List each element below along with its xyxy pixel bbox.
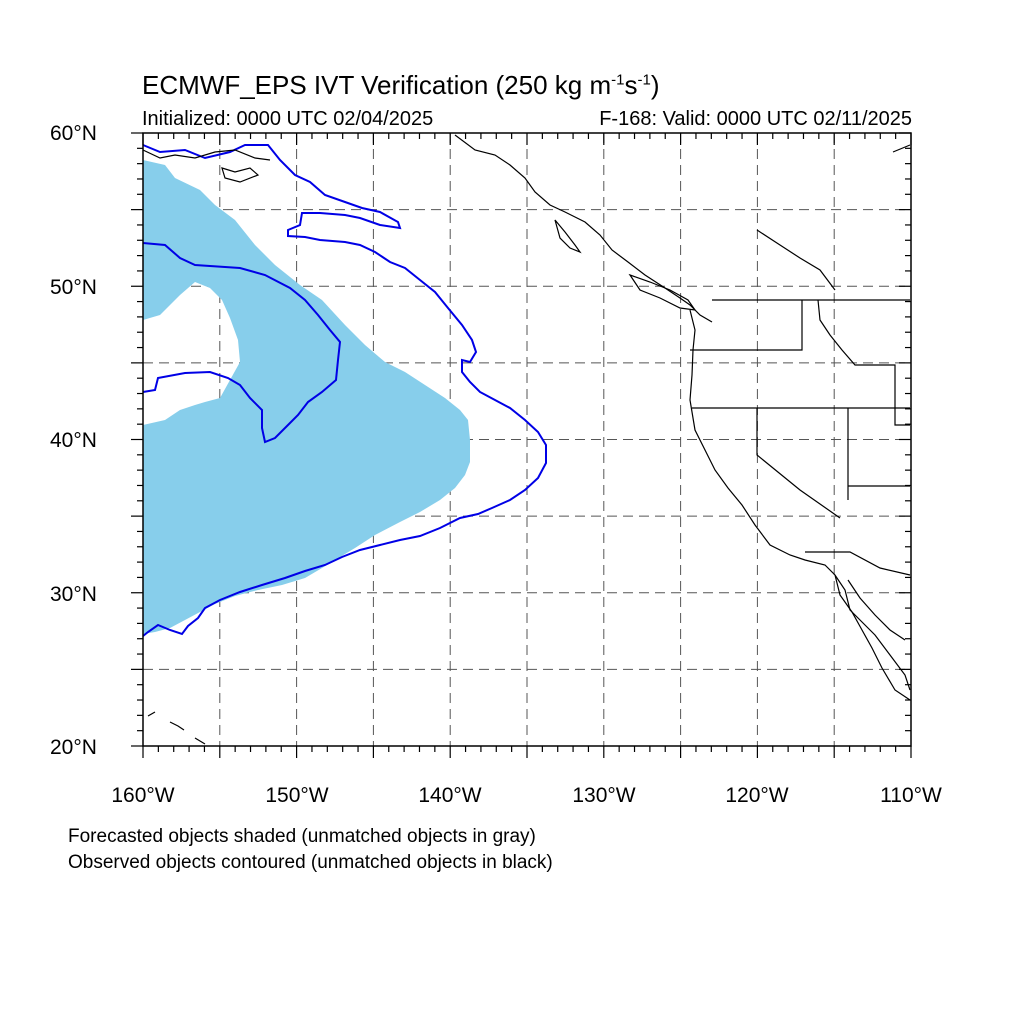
us-west-coast (689, 309, 911, 691)
canada-coast (454, 134, 713, 323)
baja-peninsula (834, 574, 911, 701)
lon-label-160w: 160°W (111, 784, 175, 807)
alaska-coast (142, 149, 271, 161)
kodiak-island (221, 167, 260, 183)
ca-nv-border (756, 408, 841, 519)
hawaii-islands (147, 711, 206, 745)
haida-gwaii (554, 219, 582, 254)
forecast-note: Forecasted objects shaded (unmatched obj… (68, 826, 536, 847)
axis-ticks (131, 132, 912, 758)
ne-coast (756, 144, 911, 291)
observed-ivt-contour-outer (142, 144, 547, 637)
lat-label-30: 30°N (50, 583, 97, 606)
valid-time-label: F-168: Valid: 0000 UTC 02/11/2025 (599, 108, 912, 130)
gulf-of-california (847, 579, 906, 641)
lon-label-140w: 140°W (418, 784, 482, 807)
lat-label-50: 50°N (50, 276, 97, 299)
coastlines (142, 134, 911, 745)
forecast-ivt-object (143, 160, 470, 634)
initialized-label: Initialized: 0000 UTC 02/04/2025 (142, 108, 434, 130)
lon-label-130w: 130°W (572, 784, 636, 807)
lon-label-110w: 110°W (880, 784, 942, 807)
lon-label-120w: 120°W (725, 784, 789, 807)
us-mexico-border (805, 551, 911, 576)
id-mt-border (817, 299, 910, 426)
wa-or-border (690, 300, 803, 351)
vancouver-island (628, 273, 697, 311)
observed-ivt-contour-inner (142, 242, 342, 444)
lat-label-60: 60°N (50, 122, 97, 145)
map-title: ECMWF_EPS IVT Verification (250 kg m-1s-… (142, 70, 660, 100)
lat-label-40: 40°N (50, 429, 97, 452)
lat-label-20: 20°N (50, 736, 97, 759)
observed-note: Observed objects contoured (unmatched ob… (68, 852, 553, 873)
lon-label-150w: 150°W (265, 784, 329, 807)
